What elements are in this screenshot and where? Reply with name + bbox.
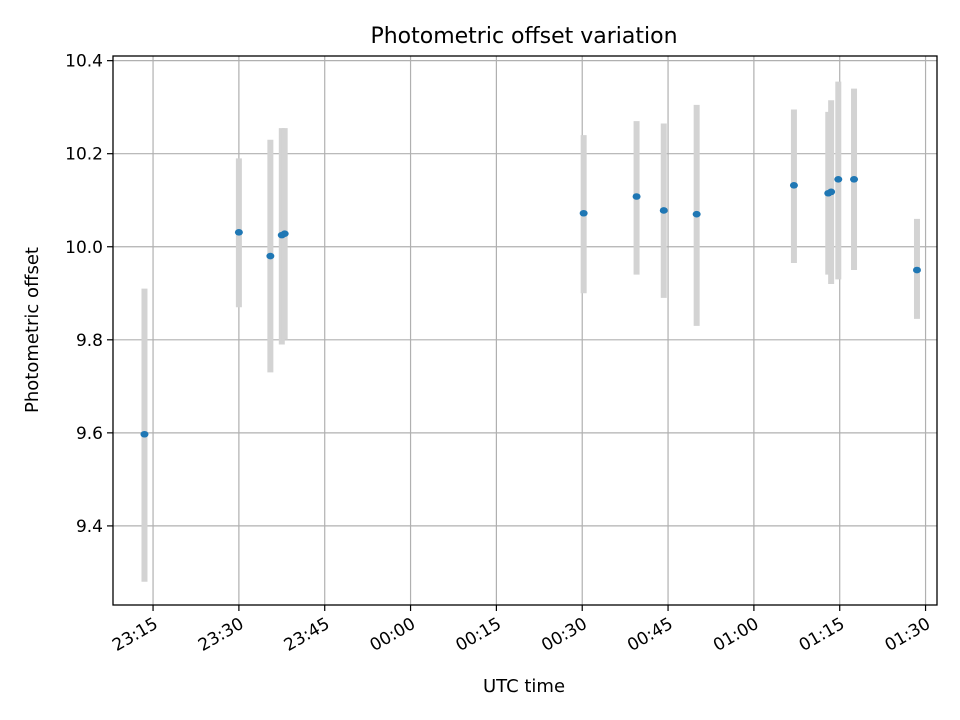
y-axis-ticks: 9.4 9.6 9.8 10.0 10.2 10.4: [65, 52, 113, 537]
data-point: [789, 182, 798, 189]
y-tick-label: 10.2: [65, 145, 103, 165]
data-point: [266, 252, 275, 260]
plot-frame: [112, 55, 938, 606]
data-point: [850, 175, 859, 183]
data-point: [692, 210, 701, 218]
y-tick-label: 9.4: [76, 517, 103, 537]
x-axis-label: UTC time: [483, 676, 565, 697]
y-axis-label: Photometric offset: [22, 247, 43, 413]
data-point: [579, 209, 588, 217]
y-tick-label: 10.0: [65, 238, 103, 258]
data-point: [827, 188, 836, 196]
data-point: [280, 230, 289, 238]
data-points: [140, 175, 921, 438]
data-point: [834, 175, 843, 183]
data-point: [140, 430, 149, 438]
data-point: [912, 266, 921, 274]
y-tick-label: 9.8: [76, 331, 103, 351]
y-tick-label: 10.4: [65, 52, 103, 72]
data-point: [632, 193, 641, 200]
y-tick-label: 9.6: [76, 424, 103, 444]
chart-title: Photometric offset variation: [370, 24, 677, 49]
data-point: [234, 229, 243, 236]
data-point: [659, 207, 668, 214]
